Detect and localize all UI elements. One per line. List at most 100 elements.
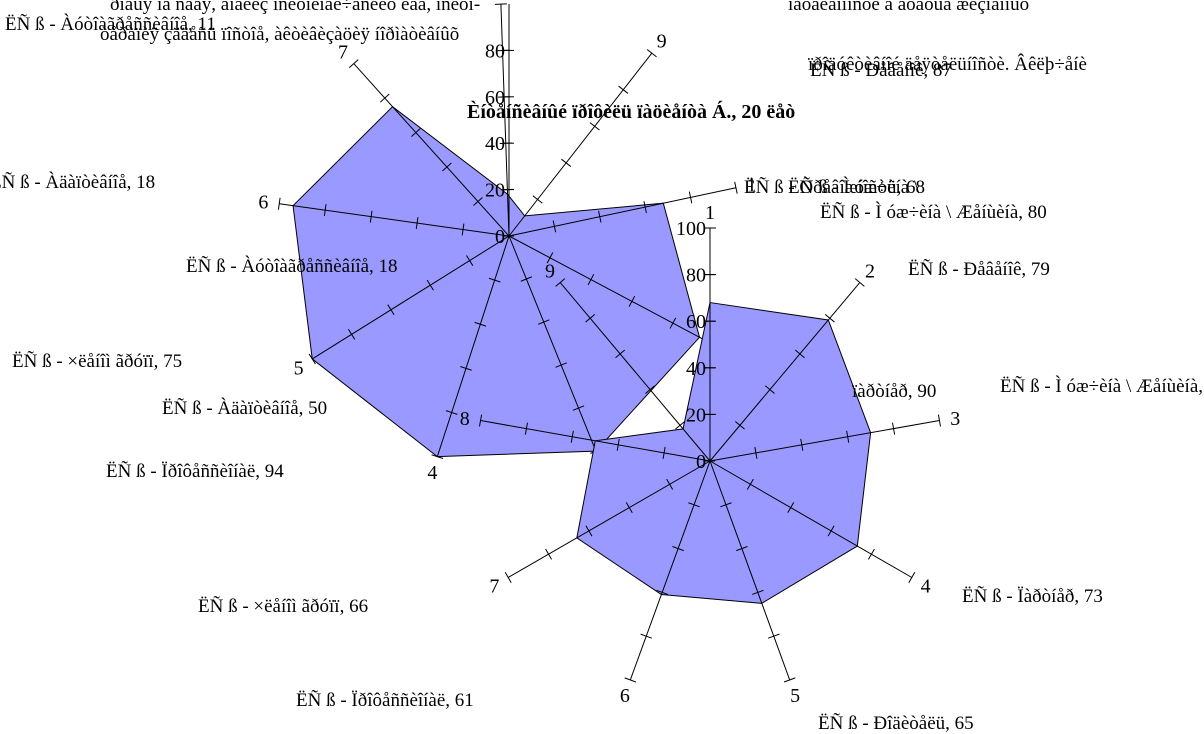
left-tick-mark — [520, 276, 533, 282]
right-tick-mark — [735, 421, 745, 430]
right-tick-mark — [640, 633, 653, 639]
left-tick-mark — [442, 162, 452, 172]
right-label-child-87: ËÑ ß - Ðåâåíîê, 87 — [810, 59, 952, 81]
right-label-anxiety-68: ËÑ ß - Òðåâîæíîñòü, 68 — [744, 176, 925, 198]
left-tick-mark — [532, 195, 543, 204]
left-tick-mark — [669, 317, 677, 329]
left-label-autoaggr-18: ËÑ ß - Àóòîàãðåññèâíîå, 18 — [186, 255, 398, 277]
right-tick-mark — [545, 548, 553, 560]
left-tick-mark — [589, 122, 600, 131]
right-tick-mark — [645, 385, 656, 394]
right-axis-num-8: 8 — [460, 408, 470, 430]
left-spoke-9 — [508, 52, 653, 237]
left-tick-label: 60 — [485, 87, 505, 109]
left-spoke-7 — [353, 63, 510, 237]
left-spoke-8 — [500, 4, 510, 237]
right-tick-label: 0 — [696, 451, 706, 473]
right-tick-mark — [754, 446, 758, 459]
left-spoke-4 — [436, 235, 510, 457]
left-axis-num-6: 6 — [258, 191, 268, 213]
left-axis-num-7: 7 — [338, 42, 348, 64]
right-label-axis6: ËÑ ß - Ïðîôåññèîíàë, 61 — [296, 689, 474, 711]
left-tick-label: 0 — [495, 226, 505, 248]
right-label-axis2: ËÑ ß - Ðåâåíîê, 79 — [908, 258, 1050, 280]
right-spoke-9 — [559, 282, 711, 462]
right-axis-num-1: 1 — [705, 202, 715, 224]
left-label-adaptive-50: ËÑ ß - Àäàïòèâíîå, 50 — [162, 397, 327, 419]
right-axis-num-6: 6 — [620, 685, 630, 707]
right-tick-mark — [764, 385, 775, 394]
left-axis-num-1: 1 — [747, 174, 757, 196]
right-tick-label: 100 — [676, 218, 706, 240]
left-label-prof-94: ËÑ ß - Ïðîôåññèîíàë, 94 — [106, 460, 284, 482]
left-tick-mark — [546, 252, 554, 264]
right-tick-mark — [615, 349, 626, 359]
right-tick-mark — [616, 438, 620, 451]
left-axis-num-9: 9 — [657, 31, 667, 53]
right-axis-num-3: 3 — [950, 408, 960, 430]
left-axis-num-4: 4 — [427, 462, 437, 484]
right-axis-num-4: 4 — [921, 576, 931, 598]
right-tick-mark — [892, 422, 896, 435]
right-tick-mark — [908, 572, 916, 583]
left-tick-mark — [628, 295, 636, 307]
left-tick-mark — [431, 454, 444, 459]
left-spoke-2 — [508, 235, 715, 346]
right-tick-mark — [783, 677, 796, 683]
left-tick-mark — [552, 220, 557, 233]
left-tick-mark — [348, 59, 359, 68]
right-tick-mark — [666, 478, 674, 490]
right-tick-label: 40 — [686, 358, 706, 380]
right-tick-mark — [854, 278, 865, 287]
right-label-axis1: ËÑ ß - Ì óæ÷èíà \ Æåíùèíà, 80 — [820, 201, 1047, 223]
left-label-group-75: ËÑ ß - ×ëåíîì ãðóïï, 75 — [12, 350, 182, 372]
right-label-overlap: ïàðòíåð, 90 — [851, 381, 936, 402]
right-tick-mark — [752, 589, 764, 595]
left-tick-mark — [347, 328, 356, 340]
left-tick-mark — [369, 210, 373, 223]
left-tick-mark — [323, 204, 327, 217]
left-tick-mark — [734, 181, 738, 194]
header-right-line-1: íàöåëåííîñòè â áóäóùå æèçíåííûõ — [788, 0, 1029, 15]
right-axis-num-9: 9 — [545, 260, 555, 282]
right-tick-mark — [585, 313, 596, 323]
right-axis-num-2: 2 — [865, 260, 875, 282]
left-tick-mark — [380, 93, 390, 103]
right-tick-mark — [787, 502, 795, 514]
right-tick-mark — [736, 546, 748, 552]
right-spoke-4 — [709, 460, 913, 578]
header-right-line-2: ïðîäóêòèâíîé äåÿòåëüíîñòè. Âêëþ÷åíè — [807, 53, 1087, 75]
right-tick-mark — [767, 633, 780, 639]
right-tick-mark — [479, 414, 483, 427]
right-tick-label: 80 — [686, 265, 706, 287]
left-tick-mark — [561, 158, 572, 167]
right-axis-num-5: 5 — [790, 685, 800, 707]
left-tick-mark — [646, 49, 657, 58]
right-tick-mark — [504, 572, 512, 583]
right-label-axis4: ËÑ ß - Ïàðòíåð, 73 — [962, 585, 1103, 607]
right-label-axis3: ËÑ ß - Ì óæ÷èíà \ Æåíùèíà, 70 — [1000, 375, 1204, 397]
left-spoke-5 — [311, 235, 510, 360]
left-tick-label: 20 — [485, 180, 505, 202]
left-label-adaptive-18: ËÑ ß - Àäàïòèâíîå, 18 — [0, 171, 155, 193]
right-series-area — [576, 301, 872, 604]
right-tick-mark — [675, 421, 685, 430]
left-tick-mark — [643, 201, 647, 214]
right-tick-mark — [827, 525, 835, 537]
right-spoke-5 — [709, 460, 791, 681]
chart-title: Èíòåíñèâíûé ïðîôèëü ïàöèåíòà Á., 20 ëåò — [467, 100, 795, 123]
right-tick-mark — [625, 502, 633, 514]
right-tick-mark — [624, 677, 637, 683]
left-spoke-6 — [279, 203, 510, 237]
left-tick-mark — [688, 191, 693, 204]
left-tick-mark — [488, 277, 501, 283]
right-tick-mark — [746, 478, 754, 490]
left-tick-mark — [598, 210, 602, 223]
left-tick-mark — [387, 304, 395, 316]
right-axis-num-7: 7 — [489, 576, 499, 598]
right-tick-mark — [824, 313, 835, 323]
left-tick-mark — [277, 197, 281, 210]
right-label-axis7: ËÑ ß - ×ëåíîì ãðóïï, 66 — [198, 595, 368, 617]
